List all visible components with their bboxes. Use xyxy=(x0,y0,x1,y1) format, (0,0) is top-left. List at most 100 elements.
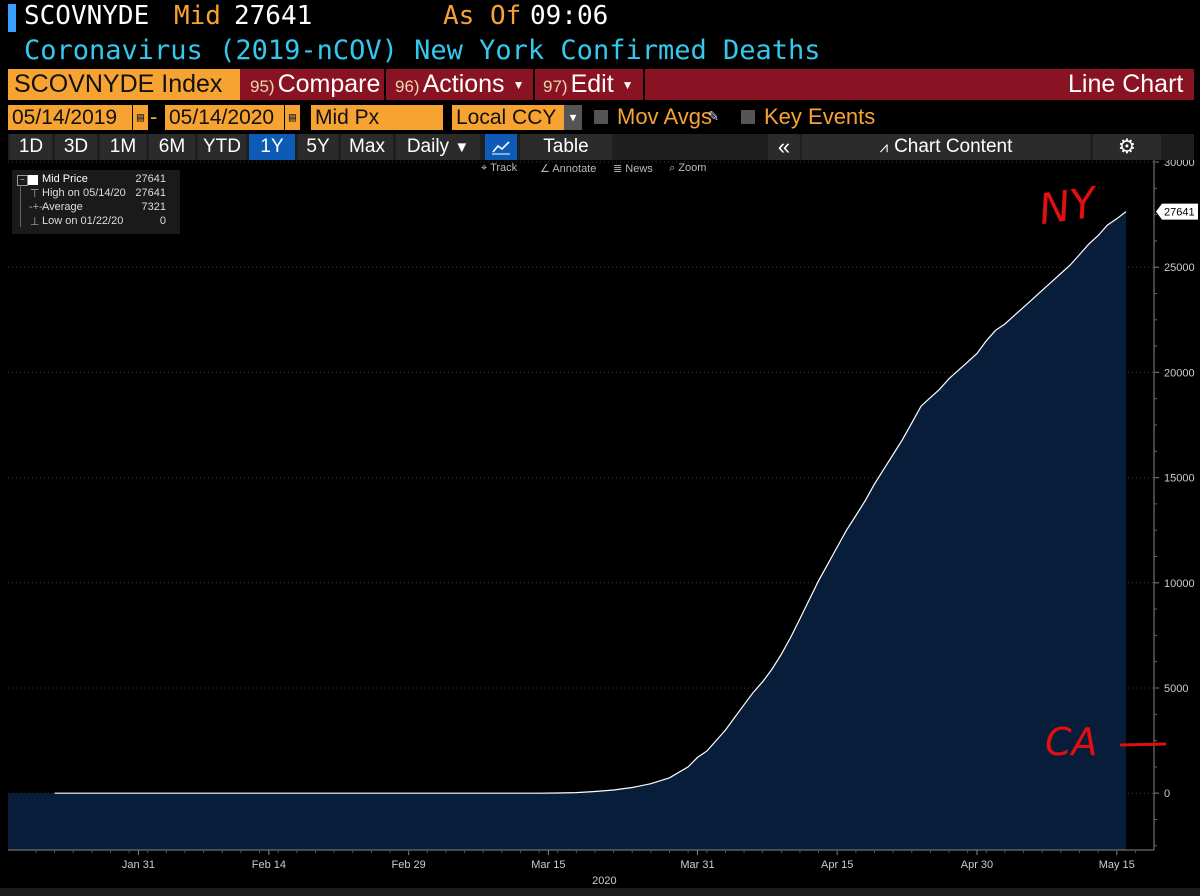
edit-button[interactable]: 97) Edit ▼ xyxy=(543,69,634,100)
range-5y[interactable]: 5Y xyxy=(298,134,338,160)
series-color-swatch xyxy=(28,175,38,185)
range-max[interactable]: Max xyxy=(341,134,393,160)
ny-annotation-text: NY xyxy=(1036,177,1103,234)
calendar-icon[interactable]: ▤ xyxy=(132,105,148,130)
legend-low-value: 0 xyxy=(159,215,166,227)
x-axis: Jan 31 Feb 14 Feb 29 Mar 15 Mar 31 Apr 15 Apr … xyxy=(35,850,1136,871)
actions-number: 96) xyxy=(395,77,420,96)
legend-mid-price: Mid Price 27641 xyxy=(42,173,174,185)
mid-label: Mid xyxy=(174,1,221,31)
x-tick-label: May 15 xyxy=(1099,859,1135,871)
track-label: Track xyxy=(490,162,518,174)
high-marker-icon: ⊤ xyxy=(30,188,40,200)
security-field[interactable]: SCOVNYDE Index xyxy=(8,69,240,100)
chevron-down-icon[interactable]: ▼ xyxy=(564,105,582,130)
mid-value: 27641 xyxy=(234,1,313,31)
menu-divider xyxy=(533,69,535,100)
legend-average-value: 7321 xyxy=(141,201,166,213)
end-date-input[interactable]: 05/14/2020 xyxy=(165,105,284,130)
legend-tree-line xyxy=(20,185,21,227)
compare-label: Compare xyxy=(277,70,381,98)
crosshair-icon: ⌖ xyxy=(481,162,488,174)
legend-high-value: 27641 xyxy=(135,187,166,199)
caret-down-icon: ▼ xyxy=(454,139,470,156)
y-tick-label: 30000 xyxy=(1164,160,1195,169)
key-events-checkbox[interactable] xyxy=(741,110,755,124)
line-chart[interactable]: 0 5000 10000 15000 20000 25000 30000 Jan 31 Feb… xyxy=(0,160,1200,888)
news-label: News xyxy=(625,163,653,175)
chart-type-label[interactable]: Line Chart xyxy=(1068,70,1184,98)
actions-button[interactable]: 96) Actions ▼ xyxy=(395,69,524,100)
ca-annotation-stroke xyxy=(1119,742,1167,747)
range-3d[interactable]: 3D xyxy=(55,134,97,160)
legend-average: Average 7321 xyxy=(42,201,174,213)
key-events-label: Key Events xyxy=(764,104,876,129)
compare-button[interactable]: 95) Compare xyxy=(250,69,380,100)
edit-number: 97) xyxy=(543,77,568,96)
gear-icon[interactable]: ⚙ xyxy=(1093,134,1161,160)
asof-label: As Of xyxy=(443,1,522,31)
series-line xyxy=(54,211,1127,794)
calendar-icon[interactable]: ▤ xyxy=(284,105,300,130)
search-icon: ⌕ xyxy=(669,162,676,174)
average-marker-icon: -+- xyxy=(29,201,43,213)
zoom-tool[interactable]: ⌕ Zoom xyxy=(669,162,706,175)
x-tick-label: Apr 30 xyxy=(961,859,993,871)
y-tick-label: 20000 xyxy=(1164,367,1195,379)
edit-label: Edit xyxy=(570,70,614,98)
x-tick-label: Mar 15 xyxy=(531,859,565,871)
ca-annotation-text: CA xyxy=(1045,720,1098,764)
range-1d[interactable]: 1D xyxy=(10,134,52,160)
y-axis: 0 5000 10000 15000 20000 25000 30000 xyxy=(1154,160,1195,847)
annotate-tool[interactable]: ∠ Annotate xyxy=(540,162,596,175)
low-marker-icon: ⊥ xyxy=(30,216,40,228)
table-button[interactable]: Table xyxy=(520,134,612,160)
legend-mid-price-label: Mid Price xyxy=(42,173,88,185)
x-tick-label: Jan 31 xyxy=(122,859,155,871)
last-value-text: 27641 xyxy=(1164,207,1195,219)
legend-high-label: High on 05/14/20 xyxy=(42,187,126,199)
x-tick-label: Feb 29 xyxy=(392,859,426,871)
y-tick-label: 25000 xyxy=(1164,262,1195,274)
mov-avgs-checkbox[interactable] xyxy=(594,110,608,124)
range-1y[interactable]: 1Y xyxy=(249,134,295,160)
range-1m[interactable]: 1M xyxy=(100,134,146,160)
mov-avgs-label: Mov Avgs xyxy=(617,104,712,129)
y-tick-label: 5000 xyxy=(1164,683,1188,695)
start-date-input[interactable]: 05/14/2019 xyxy=(8,105,132,130)
range-ytd[interactable]: YTD xyxy=(198,134,246,160)
ticker-marker xyxy=(8,4,16,32)
y-tick-label: 10000 xyxy=(1164,578,1195,590)
news-tool[interactable]: ≣ News xyxy=(613,162,653,175)
ca-annotation: CA xyxy=(1045,720,1167,764)
series-area xyxy=(8,211,1126,851)
y-tick-label: 15000 xyxy=(1164,473,1195,485)
asof-time: 09:06 xyxy=(530,1,609,31)
menu-divider xyxy=(643,69,645,100)
legend-average-label: Average xyxy=(42,201,83,213)
frequency-select[interactable]: Daily ▼ xyxy=(396,134,480,160)
status-bar xyxy=(0,888,1200,896)
ny-annotation: NY xyxy=(1036,177,1103,234)
legend-high: High on 05/14/20 27641 xyxy=(42,187,174,199)
last-value-tag: 27641 xyxy=(1156,203,1198,220)
pencil-icon[interactable]: ✎ xyxy=(708,106,719,126)
news-icon: ≣ xyxy=(613,163,623,175)
line-chart-icon[interactable] xyxy=(485,134,517,160)
date-range-dash: - xyxy=(150,104,158,129)
frequency-label: Daily xyxy=(406,136,450,157)
zoom-label: Zoom xyxy=(678,162,707,174)
x-tick-label: Feb 14 xyxy=(252,859,286,871)
x-tick-label: Apr 15 xyxy=(821,859,853,871)
collapse-icon[interactable]: − xyxy=(17,175,28,186)
ticker: SCOVNYDE xyxy=(24,1,150,31)
currency-select[interactable]: Local CCY xyxy=(452,105,564,130)
legend: − Mid Price 27641 ⊤ High on 05/14/20 27641… xyxy=(12,170,180,234)
chart-content-icon: ⩘ xyxy=(879,139,889,156)
range-6m[interactable]: 6M xyxy=(149,134,195,160)
field-input[interactable]: Mid Px xyxy=(311,105,443,130)
legend-low-label: Low on 01/22/20 xyxy=(42,215,124,227)
track-tool[interactable]: ⌖ Track xyxy=(481,162,517,175)
chart-content-button[interactable]: ⩘ Chart Content xyxy=(802,134,1090,160)
collapse-left-icon[interactable]: « xyxy=(768,134,800,160)
